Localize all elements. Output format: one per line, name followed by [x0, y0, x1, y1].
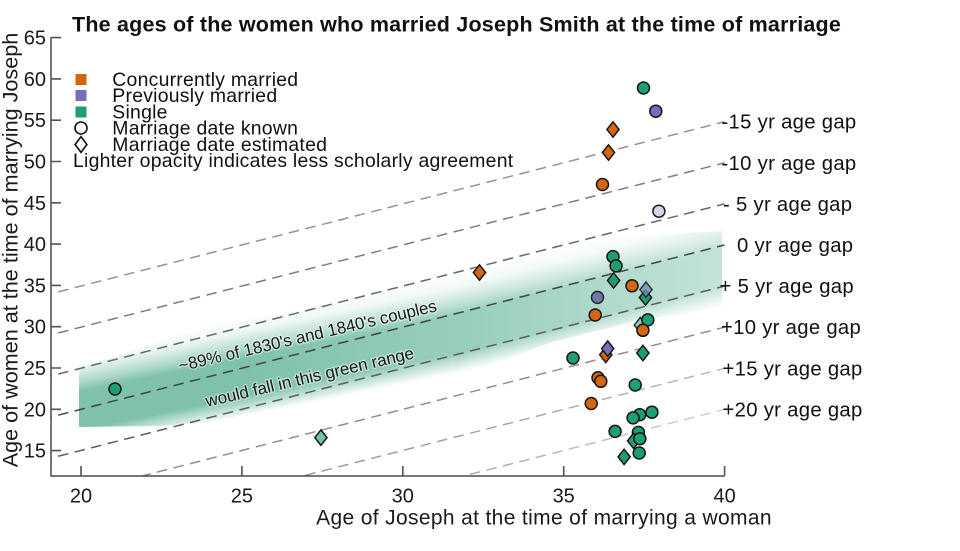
svg-text:Previously married: Previously married	[112, 85, 277, 107]
svg-text:50: 50	[24, 152, 46, 174]
svg-text:35: 35	[24, 275, 46, 297]
svg-text:+15 yr age gap: +15 yr age gap	[723, 358, 863, 380]
svg-text:35: 35	[553, 486, 575, 508]
svg-text:25: 25	[231, 486, 253, 508]
svg-text:20: 20	[24, 399, 46, 421]
svg-text:Age of women at the time of ma: Age of women at the time of marrying Jos…	[0, 33, 23, 468]
svg-text:Marriage date known: Marriage date known	[112, 118, 298, 140]
svg-text:40: 40	[713, 486, 735, 508]
svg-text:- 5 yr age gap: - 5 yr age gap	[723, 194, 852, 216]
svg-text:30: 30	[392, 486, 414, 508]
svg-text:Age of Joseph at the time of m: Age of Joseph at the time of marrying a …	[316, 507, 772, 530]
svg-text:-10 yr age gap: -10 yr age gap	[722, 153, 857, 175]
svg-text:+ 5 yr age gap: + 5 yr age gap	[720, 276, 854, 298]
svg-text:Single: Single	[112, 102, 167, 124]
svg-text:45: 45	[24, 193, 46, 215]
svg-text:0 yr age gap: 0 yr age gap	[737, 235, 853, 257]
svg-text:30: 30	[24, 317, 46, 339]
svg-text:Concurrently married: Concurrently married	[112, 69, 298, 91]
svg-text:15: 15	[24, 441, 46, 463]
svg-text:-15 yr age gap: -15 yr age gap	[722, 112, 857, 134]
svg-text:Marriage date estimated: Marriage date estimated	[112, 134, 327, 156]
svg-text:60: 60	[24, 69, 46, 91]
svg-text:The ages of the women who marr: The ages of the women who married Joseph…	[72, 13, 841, 37]
svg-text:+20 yr age gap: +20 yr age gap	[723, 399, 863, 421]
svg-text:65: 65	[24, 28, 46, 50]
svg-text:20: 20	[70, 486, 92, 508]
svg-text:40: 40	[24, 234, 46, 256]
svg-text:+10 yr age gap: +10 yr age gap	[721, 317, 861, 339]
svg-text:55: 55	[24, 110, 46, 132]
svg-text:25: 25	[24, 358, 46, 380]
svg-text:Lighter opacity indicates less: Lighter opacity indicates less scholarly…	[73, 150, 514, 172]
